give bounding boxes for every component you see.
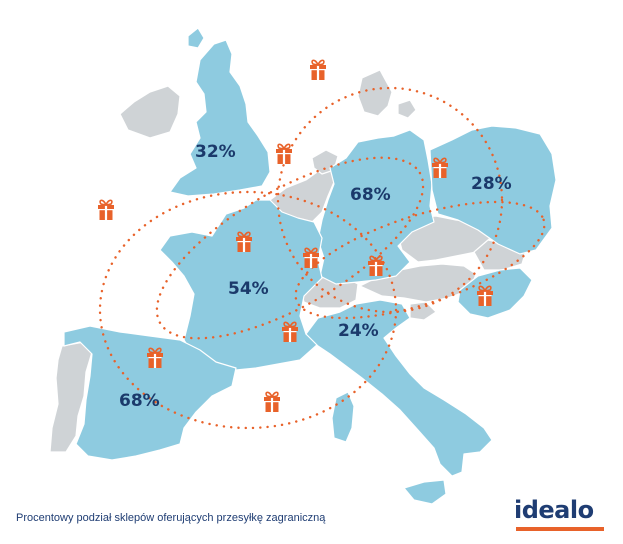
logo-text: idealo xyxy=(514,496,594,524)
logo-underline xyxy=(516,527,604,531)
label-poland: 28% xyxy=(471,174,512,194)
gift-icon xyxy=(302,247,320,269)
gift-icon xyxy=(263,391,281,413)
poland-shape xyxy=(429,125,557,255)
spain-shape xyxy=(63,325,237,461)
gift-icon xyxy=(235,231,253,253)
uk-north-isle xyxy=(187,27,205,49)
ireland-shape xyxy=(119,85,181,139)
denmark-shape xyxy=(357,69,393,117)
dotted-routes xyxy=(98,86,546,430)
gift-icon xyxy=(275,143,293,165)
gift-icon xyxy=(309,59,327,81)
idealo-logo: idealo xyxy=(514,496,610,532)
slovenia-shape xyxy=(409,301,437,321)
gift-icon xyxy=(476,285,494,307)
label-germany: 68% xyxy=(350,185,391,205)
map-caption: Procentowy podział sklepów oferujących p… xyxy=(16,512,326,524)
label-spain: 68% xyxy=(119,391,160,411)
map-land xyxy=(49,27,557,505)
denmark-island xyxy=(397,99,417,119)
gift-icon xyxy=(367,255,385,277)
hungary-shape xyxy=(457,267,533,319)
portugal-shape xyxy=(49,341,93,453)
label-uk: 32% xyxy=(195,142,236,162)
gift-icon xyxy=(431,157,449,179)
label-france: 54% xyxy=(228,279,269,299)
label-italy: 24% xyxy=(338,321,379,341)
percentage-labels: 32% 68% 28% 54% 24% 68% xyxy=(119,142,512,411)
gift-icon xyxy=(281,321,299,343)
gift-icon xyxy=(97,199,115,221)
italy-shape xyxy=(305,299,493,477)
uk-shape xyxy=(169,39,271,197)
gift-icon xyxy=(146,347,164,369)
sicily-shape xyxy=(403,479,447,505)
